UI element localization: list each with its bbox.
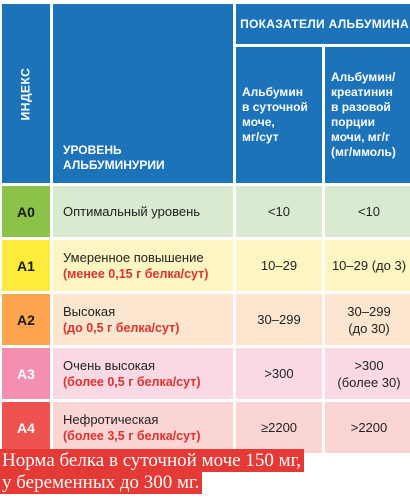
albumin-creatinine-cell: <10 [325,186,410,237]
index-code: А2 [17,311,35,328]
albumin-creatinine-value: >2200 [350,420,388,435]
albuminuria-level-label: Высокая [63,303,116,319]
daily-albumin-cell: 30–299 [236,294,322,345]
index-code-cell: А3 [2,348,50,399]
daily-albumin-header-label: Альбумин в суточной моче, мг/сут [242,85,308,144]
daily-albumin-cell: 10–29 [236,240,322,291]
albumin-creatinine-subvalue: (до 30) [348,320,390,336]
protein-norm-note-line2: у беременных до 300 мг. [0,471,203,494]
index-code: А4 [17,419,35,436]
albumin-creatinine-cell: 10–29 (до 3) [325,240,410,291]
albuminuria-level-cell: Оптимальный уровень [53,186,233,237]
protein-norm-note: Норма белка в суточной моче 150 мг, у бе… [0,449,305,494]
daily-albumin-value: >300 [264,366,294,381]
albuminuria-level-header: УРОВЕНЬ АЛЬБУМИНУРИИ [53,4,233,183]
index-code-cell: А2 [2,294,50,345]
albuminuria-table: ИНДЕКС УРОВЕНЬ АЛЬБУМИНУРИИ ПОКАЗАТЕЛИ А… [2,4,410,453]
daily-albumin-header: Альбумин в суточной моче, мг/сут [236,47,322,183]
albumin-creatinine-value: 10–29 (до 3) [331,258,407,273]
protein-amount-note: (менее 0,15 г белка/сут) [63,266,209,281]
albumin-indicators-header-label: ПОКАЗАТЕЛИ АЛЬБУМИНА [240,16,409,31]
daily-albumin-value: 30–299 [257,312,301,327]
index-header-label: ИНДЕКС [18,67,33,120]
albumin-creatinine-subvalue: (более 30) [337,374,401,390]
albumin-creatinine-cell: >2200 [325,402,410,453]
index-code: А1 [17,257,35,274]
albumin-creatinine-value: 30–299 [347,303,391,319]
protein-amount-note: (более 0,5 г белка/сут) [63,374,201,389]
protein-amount-note: (до 0,5 г белка/сут) [63,320,180,335]
albumin-creatinine-header-label: Альбумин/ креатинин в разовой порции моч… [331,70,396,159]
albuminuria-level-label: Умеренное повышение [63,249,204,265]
albuminuria-level-cell: Очень высокая (более 0,5 г белка/сут) [53,348,233,399]
index-code-cell: А0 [2,186,50,237]
daily-albumin-value: <10 [267,204,291,219]
daily-albumin-value: ≥2200 [260,420,298,435]
albuminuria-level-cell: Высокая (до 0,5 г белка/сут) [53,294,233,345]
index-code-cell: А1 [2,240,50,291]
daily-albumin-cell: >300 [236,348,322,399]
index-code: А0 [17,203,35,220]
protein-amount-note: (более 3,5 г белка/сут) [63,428,201,443]
protein-norm-note-line1: Норма белка в суточной моче 150 мг, [0,449,305,472]
index-header: ИНДЕКС [2,4,50,183]
albuminuria-level-cell: Нефротическая (более 3,5 г белка/сут) [53,402,233,453]
albumin-creatinine-value: >300 [354,357,384,373]
index-code-cell: А4 [2,402,50,453]
albuminuria-level-header-label: УРОВЕНЬ АЛЬБУМИНУРИИ [63,143,165,172]
albumin-indicators-header: ПОКАЗАТЕЛИ АЛЬБУМИНА [236,4,410,44]
albumin-creatinine-header: Альбумин/ креатинин в разовой порции моч… [325,47,410,183]
albumin-creatinine-cell: >300 (более 30) [325,348,410,399]
albuminuria-level-label: Оптимальный уровень [63,204,201,219]
albuminuria-level-label: Нефротическая [63,411,159,427]
daily-albumin-cell: ≥2200 [236,402,322,453]
index-code: А3 [17,365,35,382]
albuminuria-level-cell: Умеренное повышение (менее 0,15 г белка/с… [53,240,233,291]
daily-albumin-value: 10–29 [260,258,298,273]
albumin-creatinine-value: <10 [357,204,381,219]
albuminuria-level-label: Очень высокая [63,357,156,373]
albumin-creatinine-cell: 30–299 (до 30) [325,294,410,345]
daily-albumin-cell: <10 [236,186,322,237]
